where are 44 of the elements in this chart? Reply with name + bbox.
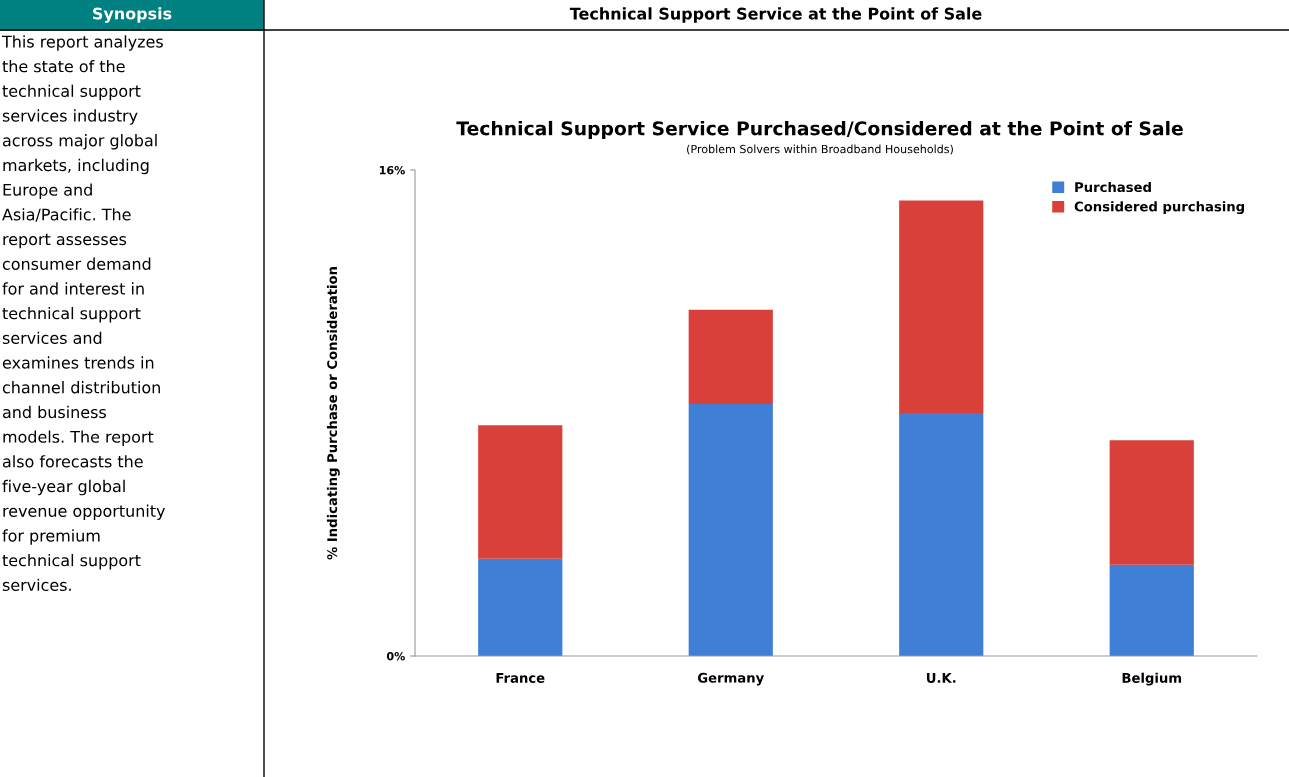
- text: Europe and: [3, 183, 92, 199]
- chart-title: Technical Support Service Purchased/Considered at the Point of Sale: [456, 120, 1183, 140]
- x-tick-label: Belgium: [1122, 672, 1182, 686]
- chart-subtitle: (Problem Solvers within Broadband Households): [687, 144, 953, 155]
- legend-label: Purchased: [1075, 181, 1151, 193]
- y-axis-title: % Indicating Purchase or Consideration: [326, 267, 340, 560]
- text: revenue opportunity: [3, 504, 166, 521]
- text: This report analyzes: [1, 35, 163, 51]
- text: services industry: [2, 109, 138, 125]
- bar: [478, 425, 563, 559]
- legend-label: Considered purchasing: [1074, 201, 1245, 215]
- y-tick-label: 16%: [379, 165, 405, 175]
- bar: [1109, 440, 1194, 565]
- y-tick-label: 0%: [386, 651, 405, 661]
- text: technical support: [2, 553, 141, 570]
- text: five-year global: [2, 479, 125, 496]
- text: services.: [2, 578, 71, 592]
- text: Technical Support Service at the Point of Sale: [569, 7, 982, 23]
- text: for and interest in: [2, 282, 144, 295]
- bar: [899, 200, 984, 413]
- bar: [478, 558, 563, 656]
- text: Synopsis: [93, 7, 172, 23]
- text: report assesses: [3, 233, 127, 249]
- text: services and: [2, 331, 102, 345]
- text: technical support: [2, 306, 141, 323]
- text: across major global: [2, 134, 157, 150]
- text: markets, including: [3, 158, 149, 175]
- bar: [688, 403, 773, 656]
- bar: [1109, 564, 1194, 656]
- bar: [899, 413, 984, 656]
- text: models. The report: [3, 430, 154, 446]
- x-tick-label: France: [496, 673, 545, 683]
- text: technical support: [2, 84, 141, 101]
- bar: [688, 309, 773, 404]
- text: for premium: [2, 529, 100, 545]
- text: also forecasts the: [2, 455, 143, 468]
- text: the state of the: [2, 59, 125, 73]
- text: examines trends in: [2, 356, 154, 369]
- text: and business: [2, 405, 106, 419]
- x-tick-label: U.K.: [926, 673, 956, 683]
- text: Asia/Pacific. The: [2, 208, 131, 222]
- x-tick-label: Germany: [697, 672, 764, 686]
- text: consumer demand: [2, 257, 151, 270]
- text: channel distribution: [2, 381, 160, 394]
